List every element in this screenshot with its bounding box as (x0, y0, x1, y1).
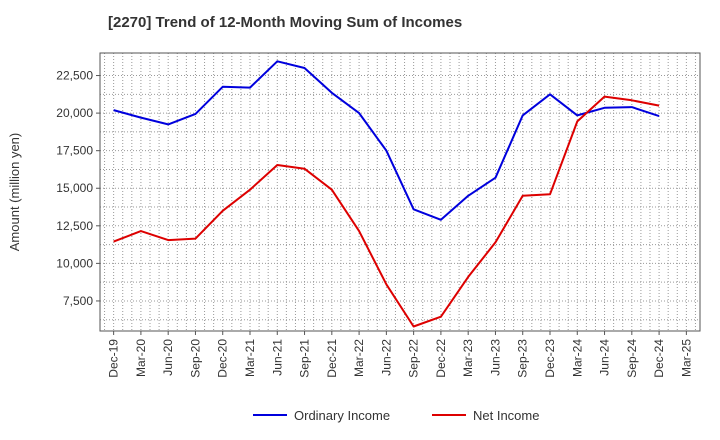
x-tick-label: Mar-20 (134, 339, 148, 377)
x-axis-ticks: Dec-19 Mar-20 Jun-20 Sep-20 Dec-20 Mar-21 Jun-… (107, 331, 693, 378)
y-tick-label: 20,000 (56, 106, 93, 120)
data-point-net-income (549, 193, 552, 196)
plot-frame (99, 52, 701, 332)
x-tick-label: Dec-23 (543, 339, 557, 378)
series (112, 60, 661, 328)
data-point-ordinary-income (385, 149, 388, 152)
grid (100, 53, 700, 331)
legend: Ordinary Income Net Income (253, 408, 539, 423)
data-point-ordinary-income (630, 106, 633, 109)
x-tick-label: Mar-24 (570, 339, 584, 377)
y-axis-title: Amount (million yen) (7, 133, 22, 252)
data-point-net-income (658, 104, 661, 107)
data-point-net-income (303, 167, 306, 170)
data-point-net-income (358, 230, 361, 233)
legend-label-ordinary-income: Ordinary Income (294, 408, 390, 423)
x-tick-label: Mar-21 (243, 339, 257, 377)
data-point-ordinary-income (358, 112, 361, 115)
data-point-ordinary-income (603, 106, 606, 109)
x-tick-label: Sep-21 (298, 339, 312, 378)
data-point-ordinary-income (549, 93, 552, 96)
data-point-net-income (167, 239, 170, 242)
y-tick-label: 10,000 (56, 256, 93, 270)
x-tick-label: Sep-20 (188, 339, 202, 378)
data-point-ordinary-income (221, 85, 224, 88)
data-point-net-income (112, 240, 115, 243)
data-point-net-income (494, 241, 497, 244)
y-tick-label: 17,500 (56, 144, 93, 158)
data-point-ordinary-income (521, 114, 524, 117)
data-point-net-income (385, 283, 388, 286)
data-point-net-income (467, 275, 470, 278)
data-point-ordinary-income (139, 116, 142, 119)
x-tick-label: Jun-21 (270, 339, 284, 376)
data-point-ordinary-income (276, 60, 279, 63)
x-tick-label: Mar-25 (679, 339, 693, 377)
x-tick-label: Mar-23 (461, 339, 475, 377)
data-point-ordinary-income (658, 115, 661, 118)
x-tick-label: Sep-24 (625, 339, 639, 378)
x-tick-label: Dec-19 (107, 339, 121, 378)
data-point-net-income (221, 209, 224, 212)
y-tick-label: 22,500 (56, 69, 93, 83)
data-point-ordinary-income (303, 67, 306, 70)
data-point-net-income (439, 315, 442, 318)
x-tick-label: Sep-22 (407, 339, 421, 378)
x-tick-label: Jun-20 (161, 339, 175, 376)
y-tick-label: 15,000 (56, 181, 93, 195)
x-tick-label: Jun-24 (598, 339, 612, 376)
data-point-net-income (630, 99, 633, 102)
data-point-ordinary-income (494, 176, 497, 179)
series-line-ordinary-income (113, 60, 660, 221)
y-tick-label: 7,500 (63, 294, 93, 308)
data-point-net-income (576, 120, 579, 123)
data-point-net-income (276, 163, 279, 166)
data-point-ordinary-income (412, 208, 415, 211)
data-point-ordinary-income (249, 86, 252, 89)
x-tick-label: Jun-22 (379, 339, 393, 376)
y-axis-ticks: 7,500 10,000 12,500 15,000 17,500 20,000 22,50… (56, 69, 100, 308)
x-tick-label: Dec-24 (652, 339, 666, 378)
data-point-ordinary-income (467, 194, 470, 197)
chart-title: [2270] Trend of 12-Month Moving Sum of I… (108, 14, 463, 31)
data-point-net-income (330, 188, 333, 191)
x-tick-label: Sep-23 (516, 339, 530, 378)
data-point-ordinary-income (439, 218, 442, 221)
series-line-net-income (113, 95, 660, 328)
data-point-net-income (139, 230, 142, 233)
data-point-ordinary-income (167, 123, 170, 126)
x-tick-label: Dec-22 (434, 339, 448, 378)
x-tick-label: Jun-23 (488, 339, 502, 376)
legend-label-net-income: Net Income (473, 408, 539, 423)
data-point-net-income (194, 237, 197, 240)
data-point-ordinary-income (330, 91, 333, 94)
data-point-ordinary-income (194, 112, 197, 115)
y-tick-label: 12,500 (56, 219, 93, 233)
data-point-net-income (412, 325, 415, 328)
x-tick-label: Mar-22 (352, 339, 366, 377)
x-tick-label: Dec-20 (216, 339, 230, 378)
data-point-net-income (249, 188, 252, 191)
data-point-ordinary-income (112, 109, 115, 112)
data-point-net-income (603, 95, 606, 98)
data-point-ordinary-income (576, 114, 579, 117)
x-tick-label: Dec-21 (325, 339, 339, 378)
data-point-net-income (521, 194, 524, 197)
